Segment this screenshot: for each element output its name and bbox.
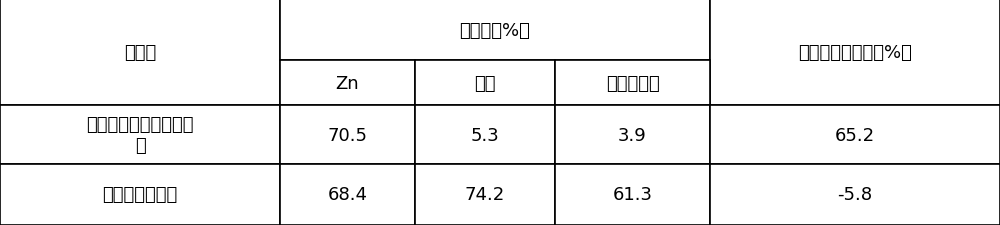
Text: 74.2: 74.2: [465, 186, 505, 204]
Bar: [0, 106, 280, 164]
Bar: [415, 164, 555, 225]
Bar: [555, 164, 710, 225]
Text: 膜种类: 膜种类: [124, 44, 156, 62]
Bar: [280, 0, 710, 61]
Bar: [0, 0, 280, 106]
Text: 70.5: 70.5: [328, 126, 368, 144]
Text: 有机酸总量: 有机酸总量: [606, 74, 659, 92]
Bar: [280, 164, 415, 225]
Text: 61.3: 61.3: [613, 186, 653, 204]
Bar: [555, 61, 710, 106]
Bar: [555, 106, 710, 164]
Bar: [710, 0, 1000, 106]
Text: 均相离子交换膜: 均相离子交换膜: [102, 186, 178, 204]
Bar: [710, 106, 1000, 164]
Bar: [710, 164, 1000, 225]
Text: 5.3: 5.3: [471, 126, 499, 144]
Text: -5.8: -5.8: [837, 186, 873, 204]
Bar: [415, 106, 555, 164]
Bar: [415, 61, 555, 106]
Bar: [280, 61, 415, 106]
Text: 3.9: 3.9: [618, 126, 647, 144]
Text: 相对烟碌选择性（%）: 相对烟碌选择性（%）: [798, 44, 912, 62]
Text: 68.4: 68.4: [328, 186, 368, 204]
Text: 65.2: 65.2: [835, 126, 875, 144]
Text: Zn: Zn: [336, 74, 359, 92]
Text: 一价阴离子选择性透过
膜: 一价阴离子选择性透过 膜: [86, 116, 194, 154]
Text: 降低率（%）: 降低率（%）: [460, 21, 530, 39]
Text: 烟碌: 烟碌: [474, 74, 496, 92]
Bar: [280, 106, 415, 164]
Bar: [0, 164, 280, 225]
